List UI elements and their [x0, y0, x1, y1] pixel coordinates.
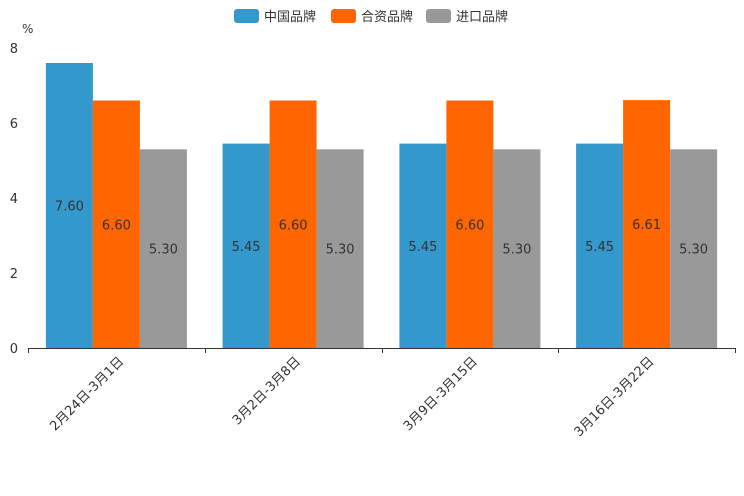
bar-value-label: 5.30 [149, 243, 178, 258]
y-tick-label: 6 [10, 117, 18, 132]
bar-value-label: 6.60 [455, 218, 484, 233]
bar-value-label: 5.30 [326, 243, 355, 258]
legend: 中国品牌 合资品牌 进口品牌 [234, 9, 508, 25]
bar[interactable] [139, 149, 187, 349]
legend-label[interactable]: 合资品牌 [361, 9, 413, 25]
bar[interactable] [45, 63, 93, 348]
bar-value-label: 5.45 [408, 240, 437, 255]
bars: 7.60 6.60 5.30 5.45 6.60 5.30 5.45 6.60 5.30 5.45… [45, 63, 718, 349]
bar[interactable] [92, 100, 140, 349]
x-tick-label: 3月2日-3月8日 [230, 354, 304, 428]
x-tick-label: 2月24日-3月1日 [47, 354, 127, 434]
y-tick-label: 4 [10, 192, 18, 207]
bar-value-label: 5.45 [585, 240, 614, 255]
y-axis-unit: % [22, 22, 33, 36]
x-tick-label: 3月16日-3月22日 [572, 354, 658, 440]
bar-value-label: 6.60 [279, 218, 308, 233]
legend-label[interactable]: 进口品牌 [456, 9, 508, 25]
legend-label[interactable]: 中国品牌 [264, 9, 316, 25]
y-tick-label: 0 [10, 342, 18, 357]
y-tick-label: 8 [10, 42, 18, 57]
legend-swatch[interactable] [331, 9, 356, 23]
x-axis: 2月24日-3月1日 3月2日-3月8日 3月9日-3月15日 3月16日-3月22日 [28, 348, 736, 440]
bar-value-label: 7.60 [55, 200, 84, 215]
bar[interactable] [623, 100, 671, 348]
bar[interactable] [399, 143, 447, 348]
bar[interactable] [670, 149, 718, 349]
bar-value-label: 5.30 [679, 243, 708, 258]
bar-value-label: 6.61 [632, 218, 661, 233]
y-axis: 0 2 4 6 8 [10, 42, 18, 357]
bar[interactable] [222, 143, 270, 348]
legend-swatch[interactable] [426, 9, 451, 23]
bar[interactable] [446, 100, 494, 349]
bar[interactable] [316, 149, 364, 349]
bar-value-label: 6.60 [102, 218, 131, 233]
x-tick-label: 3月9日-3月15日 [401, 354, 481, 434]
legend-swatch[interactable] [234, 9, 259, 23]
bar[interactable] [493, 149, 541, 349]
bar-value-label: 5.30 [502, 243, 531, 258]
bar-value-label: 5.45 [232, 240, 261, 255]
bar[interactable] [576, 143, 624, 348]
y-tick-label: 2 [10, 267, 18, 282]
bar[interactable] [269, 100, 317, 349]
